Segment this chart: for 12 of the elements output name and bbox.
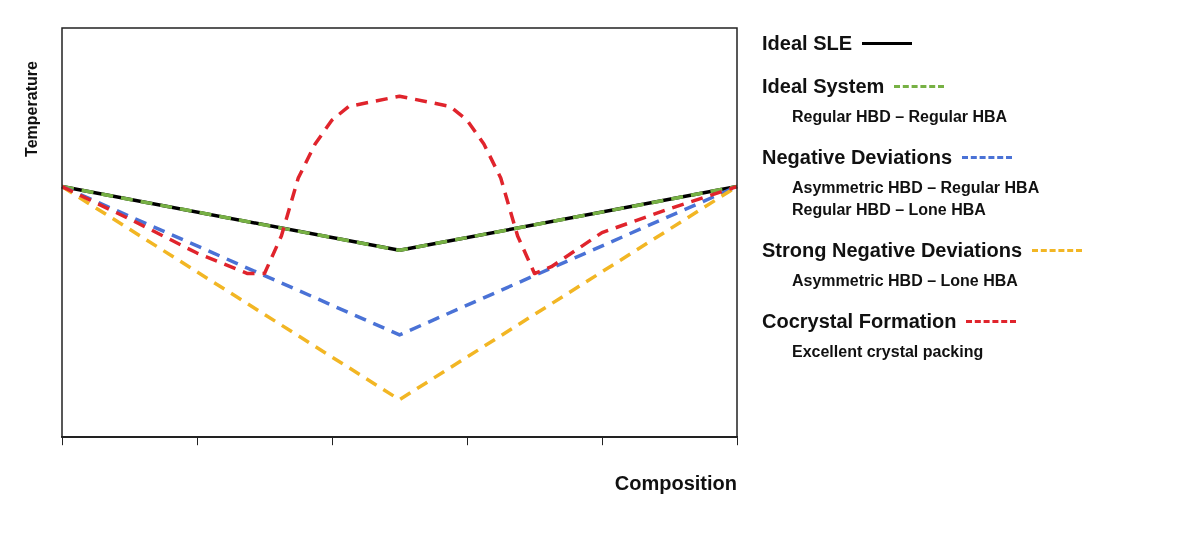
- text: Excellent crystal packing: [792, 343, 985, 361]
- legend-label: Negative Deviations: [762, 146, 953, 169]
- x-axis-title: Composition: [614, 471, 737, 494]
- y-axis-title: Temperature: [23, 60, 41, 159]
- text: Regular HBD – Lone HBA: [792, 201, 987, 219]
- text: Asymmetric HBD – Lone HBA: [792, 272, 1019, 290]
- legend-label: Strong Negative Deviations: [762, 239, 1023, 262]
- legend-label: Ideal SLE: [762, 32, 853, 55]
- text: Regular HBD – Regular HBA: [792, 108, 1009, 126]
- legend-label: Cocrystal Formation: [762, 310, 957, 333]
- text: Asymmetric HBD – Regular HBA: [792, 179, 1041, 197]
- legend-label: Ideal System: [762, 75, 885, 98]
